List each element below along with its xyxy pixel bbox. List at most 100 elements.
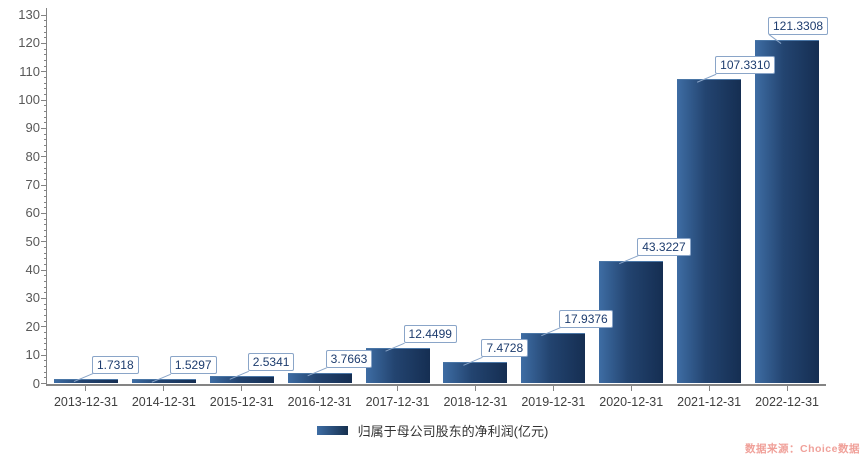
bar[interactable]	[677, 79, 742, 384]
y-minor-tick	[43, 20, 47, 22]
y-minor-tick	[43, 303, 47, 305]
y-minor-tick	[43, 314, 47, 316]
y-minor-tick	[43, 139, 47, 141]
x-tick	[241, 385, 243, 391]
y-tick	[41, 71, 47, 73]
y-tick	[41, 42, 47, 44]
y-minor-tick	[43, 37, 47, 39]
value-label: 12.4499	[403, 325, 457, 344]
y-minor-tick	[43, 365, 47, 367]
y-minor-tick	[43, 54, 47, 56]
x-tick-label: 2022-12-31	[755, 395, 820, 409]
x-tick	[319, 385, 321, 391]
x-tick-label: 2013-12-31	[53, 395, 118, 409]
value-label: 1.7318	[91, 355, 139, 374]
y-tick-label: 70	[25, 177, 40, 193]
y-minor-tick	[43, 224, 47, 226]
y-minor-tick	[43, 65, 47, 67]
y-minor-tick	[43, 190, 47, 192]
value-label: 7.4728	[481, 339, 529, 358]
bar[interactable]	[287, 372, 352, 384]
y-minor-tick	[43, 93, 47, 95]
y-tick	[41, 297, 47, 299]
y-tick-label: 60	[25, 205, 40, 221]
y-tick-label: 10	[25, 347, 40, 363]
bar[interactable]	[443, 362, 508, 384]
y-tick	[41, 241, 47, 243]
y-tick-label: 40	[25, 262, 40, 278]
y-minor-tick	[43, 292, 47, 294]
legend[interactable]: 归属于母公司股东的净利润(亿元)	[0, 421, 865, 440]
x-tick	[85, 385, 87, 391]
y-minor-tick	[43, 173, 47, 175]
x-tick-label: 2015-12-31	[209, 395, 274, 409]
x-tick-label: 2021-12-31	[677, 395, 742, 409]
y-tick-label: 100	[18, 92, 40, 108]
y-minor-tick	[43, 105, 47, 107]
x-tick-label: 2014-12-31	[131, 395, 196, 409]
value-label: 3.7663	[325, 349, 373, 368]
y-minor-tick	[43, 229, 47, 231]
y-minor-tick	[43, 31, 47, 33]
y-tick	[41, 184, 47, 186]
y-tick	[41, 127, 47, 129]
y-tick	[41, 156, 47, 158]
value-label: 17.9376	[559, 309, 613, 328]
y-minor-tick	[43, 144, 47, 146]
y-tick-label: 20	[25, 318, 40, 334]
y-minor-tick	[43, 150, 47, 152]
x-tick-label: 2017-12-31	[365, 395, 430, 409]
y-minor-tick	[43, 263, 47, 265]
x-tick	[397, 385, 399, 391]
y-minor-tick	[43, 59, 47, 61]
y-minor-tick	[43, 275, 47, 277]
bar[interactable]	[53, 378, 118, 384]
y-tick	[41, 383, 47, 384]
y-tick-label: 50	[25, 233, 40, 249]
value-label: 43.3227	[637, 237, 691, 256]
bar[interactable]	[209, 376, 274, 384]
x-tick	[552, 385, 554, 391]
y-minor-tick	[43, 235, 47, 237]
bar[interactable]	[755, 39, 820, 384]
y-minor-tick	[43, 371, 47, 373]
y-minor-tick	[43, 88, 47, 90]
y-tick-label: 130	[18, 7, 40, 22]
y-minor-tick	[43, 207, 47, 209]
data-source-note: 数据来源：Choice数据	[744, 443, 860, 455]
bar[interactable]	[521, 332, 586, 384]
y-tick-label: 80	[25, 148, 40, 164]
y-minor-tick	[43, 337, 47, 339]
y-minor-tick	[43, 116, 47, 118]
y-minor-tick	[43, 110, 47, 112]
x-tick	[163, 385, 165, 391]
y-minor-tick	[43, 320, 47, 322]
y-tick	[41, 99, 47, 101]
value-label: 107.3310	[715, 56, 776, 75]
y-minor-tick	[43, 246, 47, 248]
y-minor-tick	[43, 360, 47, 362]
y-tick-label: 0	[32, 375, 40, 391]
y-tick-label: 120	[18, 35, 40, 51]
y-minor-tick	[43, 48, 47, 50]
y-minor-tick	[43, 343, 47, 345]
value-label: 1.5297	[169, 356, 217, 375]
y-minor-tick	[43, 178, 47, 180]
x-tick-label: 2018-12-31	[443, 395, 508, 409]
y-minor-tick	[43, 82, 47, 84]
y-tick	[41, 326, 47, 328]
x-tick-label: 2020-12-31	[599, 395, 664, 409]
y-minor-tick	[43, 331, 47, 333]
legend-label: 归属于母公司股东的净利润(亿元)	[357, 424, 549, 439]
y-minor-tick	[43, 252, 47, 254]
y-minor-tick	[43, 195, 47, 197]
y-tick	[41, 269, 47, 271]
y-minor-tick	[43, 258, 47, 260]
y-minor-tick	[43, 201, 47, 203]
x-tick	[786, 385, 788, 391]
bar[interactable]	[365, 348, 430, 384]
x-tick	[474, 385, 476, 391]
y-minor-tick	[43, 218, 47, 220]
bar[interactable]	[131, 379, 196, 384]
